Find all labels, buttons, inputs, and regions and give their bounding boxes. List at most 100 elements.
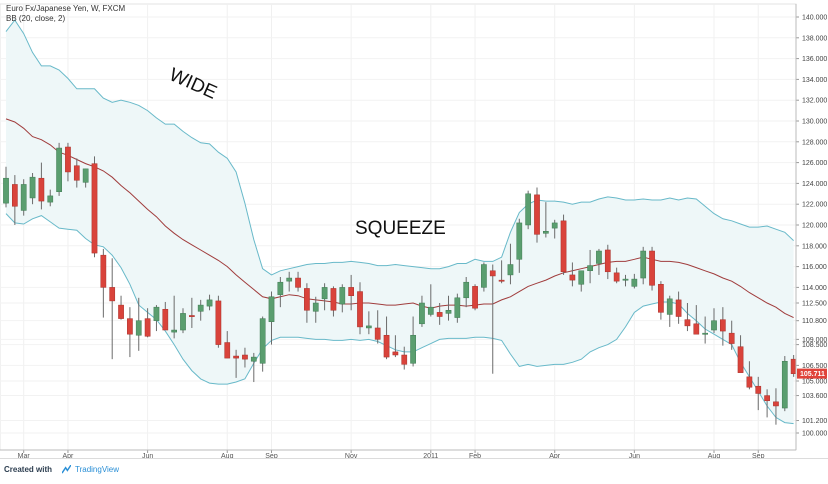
candle-body xyxy=(640,250,647,279)
candle-body xyxy=(481,264,487,288)
candle-body xyxy=(215,300,222,345)
candle xyxy=(180,308,186,334)
candle-body xyxy=(746,376,753,388)
candle-body xyxy=(454,297,461,318)
candle-body xyxy=(38,177,45,202)
candle xyxy=(543,202,549,238)
bollinger-upper-line xyxy=(5,19,794,276)
candle xyxy=(587,249,593,284)
candle xyxy=(507,243,514,285)
candle xyxy=(604,244,611,280)
candle-body xyxy=(684,319,691,327)
x-tick-label: Sep xyxy=(752,453,765,460)
candle-body xyxy=(604,249,611,273)
y-tick-label: 109.000 xyxy=(802,337,827,344)
candle-body xyxy=(127,318,133,335)
last-price-badge xyxy=(797,368,827,379)
y-tick-label: 103.600 xyxy=(802,393,827,400)
candle xyxy=(773,388,779,425)
x-tick-label: Apr xyxy=(62,453,74,460)
candle xyxy=(401,346,408,370)
candle xyxy=(153,305,160,332)
candle xyxy=(463,277,470,308)
candle-body xyxy=(197,304,204,312)
candle-body xyxy=(330,288,337,311)
axes: Mar Apr Jun Aug Sep Nov 2011 Feb Apr Jun Aug Sep 140… xyxy=(0,4,827,460)
candle-body xyxy=(47,195,54,203)
candle xyxy=(47,189,54,207)
x-tick-label: Aug xyxy=(708,453,721,460)
candle xyxy=(649,246,655,291)
candle-body xyxy=(65,146,71,173)
last-price-label: 105.711 xyxy=(800,371,825,378)
candle-body xyxy=(153,306,160,321)
x-tick-label: Mar xyxy=(18,453,31,460)
candle xyxy=(666,295,673,327)
candle xyxy=(339,284,346,313)
candle-body xyxy=(206,299,213,307)
candle xyxy=(427,284,434,317)
tradingview-brand-link[interactable]: TradingView xyxy=(75,465,120,474)
y-tick-label: 136.000 xyxy=(802,56,827,63)
candle-body xyxy=(675,299,682,317)
candle xyxy=(91,156,98,258)
candle-body xyxy=(764,395,770,402)
y-tick-label: 105.000 xyxy=(802,379,827,386)
candle-body xyxy=(312,302,319,312)
candle-body xyxy=(91,163,98,254)
candle-body xyxy=(543,230,549,234)
x-tick-label: 2011 xyxy=(423,453,438,460)
candle-body xyxy=(189,315,195,317)
candle xyxy=(374,310,381,344)
candle-body xyxy=(357,291,363,328)
candle xyxy=(38,162,45,210)
candle-body xyxy=(135,320,142,336)
candle xyxy=(631,273,638,289)
y-tick-label: 116.000 xyxy=(802,264,827,271)
candle-body xyxy=(100,254,107,288)
y-tick-label: 124.000 xyxy=(802,181,827,188)
candle xyxy=(613,267,620,284)
candle-body xyxy=(29,176,36,199)
candle-body xyxy=(321,287,328,300)
y-tick-label: 101.200 xyxy=(802,418,827,425)
x-tick-label: Feb xyxy=(469,453,481,460)
candle xyxy=(330,286,337,317)
candle-body xyxy=(622,278,629,281)
candle-body xyxy=(516,222,523,260)
candle xyxy=(109,258,116,360)
candle-body xyxy=(12,184,18,207)
annotation-squeeze: SQUEEZE xyxy=(355,218,446,239)
candle-body xyxy=(560,220,567,273)
candle xyxy=(781,356,788,412)
y-tick-label: 114.000 xyxy=(802,285,827,292)
candle xyxy=(304,283,310,323)
candle xyxy=(481,262,487,292)
candle xyxy=(250,352,257,383)
x-tick-label: Aug xyxy=(221,453,234,460)
indicator-label: BB (20, close, 2) xyxy=(6,14,66,23)
candle xyxy=(596,248,602,275)
candle xyxy=(684,303,691,332)
x-tick-label: Jun xyxy=(142,453,153,460)
candle xyxy=(569,262,576,287)
candle xyxy=(578,270,585,292)
candle xyxy=(312,296,319,323)
candles xyxy=(3,142,797,425)
candle xyxy=(534,187,540,243)
candle xyxy=(622,274,629,287)
y-tick-label: 140.000 xyxy=(802,15,827,22)
candle-body xyxy=(109,287,116,302)
candle-body xyxy=(525,193,531,226)
candle-body xyxy=(507,264,514,276)
candle xyxy=(357,282,363,335)
candle-body xyxy=(242,354,248,360)
candle-body xyxy=(82,168,89,183)
y-tick-label: 112.500 xyxy=(802,301,827,308)
candle-body xyxy=(56,147,62,192)
tradingview-logo-icon[interactable] xyxy=(61,464,72,475)
candle-body xyxy=(737,346,744,373)
footer-bar: Created with TradingView xyxy=(0,458,828,480)
